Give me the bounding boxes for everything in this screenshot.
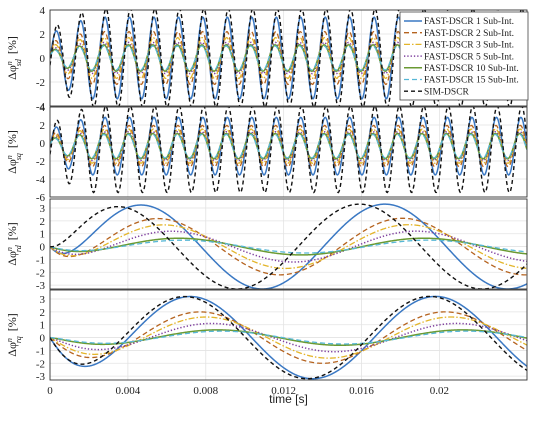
panel-2-ytick-label: 2 (40, 120, 46, 132)
legend-entry: FAST-DSCR 2 Sub-Int. (424, 29, 514, 39)
legend-entry: SIM-DSCR (424, 87, 470, 97)
series-line-fast-dscr-10-sub-int--panel-3 (50, 237, 527, 256)
panel-4-ytick-label: 0 (40, 333, 46, 345)
panel-4-frame (49, 289, 528, 381)
series-line-fast-dscr-1-sub-int--panel-3 (50, 203, 527, 289)
panel-4-background (50, 290, 527, 380)
panel-3-ytick-label: -1 (36, 254, 45, 266)
panel-2-ytick-label: -4 (36, 174, 46, 186)
panel-3-ytick-label: -3 (36, 280, 46, 292)
series-line-fast-dscr-2-sub-int--panel-1 (50, 30, 527, 86)
legend-entry: FAST-DSCR 1 Sub-Int. (424, 17, 514, 27)
series-line-fast-dscr-2-sub-int--panel-4 (50, 311, 527, 364)
series-line-sim-dscr-panel-3 (50, 203, 527, 289)
panel-2-ylabel-text: Δφnsq[%] (5, 130, 23, 174)
series-line-fast-dscr-5-sub-int--panel-2 (50, 130, 527, 162)
panel-3-background (50, 199, 527, 289)
panel-3-ytick-label: 3 (40, 203, 46, 215)
xtick-label: 0.02 (430, 385, 449, 397)
panel-1-ytick-label: 4 (40, 5, 46, 17)
panel-2-ytick-label: 4 (40, 102, 46, 114)
panel-2-background (50, 107, 527, 197)
xtick-label: 0 (47, 385, 53, 397)
panel-1-ytick-label: 0 (40, 53, 46, 65)
panel-2-ytick-label: -6 (36, 192, 46, 204)
series-line-fast-dscr-1-sub-int--panel-4 (50, 295, 527, 380)
panel-4-ytick-label: 3 (40, 294, 46, 306)
xtick-label: 0.008 (193, 385, 218, 397)
legend-entry: FAST-DSCR 15 Sub-Int. (424, 76, 519, 86)
panel-4-ytick-label: 2 (40, 307, 46, 319)
xtick-label: 0.012 (271, 385, 296, 397)
series-line-fast-dscr-15-sub-int--panel-3 (50, 239, 527, 254)
series-line-fast-dscr-2-sub-int--panel-2 (50, 124, 527, 168)
panel-2-ytick-label: -2 (36, 156, 45, 168)
series-line-fast-dscr-3-sub-int--panel-2 (50, 128, 527, 164)
xaxis-label: time [s] (269, 392, 308, 406)
panel-2-frame (49, 106, 528, 198)
panel-4-ylabel-text: Δφnrq[%] (5, 313, 23, 356)
panel-3-ylabel: Δφnrd[%] (5, 222, 23, 265)
panel-1-ytick-label: 2 (40, 29, 46, 41)
panel-3-ytick-label: 1 (40, 229, 46, 241)
panel-4-ylabel: Δφnrq[%] (5, 313, 23, 356)
panel-1-ytick-label: -2 (36, 77, 45, 89)
series-line-fast-dscr-15-sub-int--panel-4 (50, 330, 527, 345)
series-line-fast-dscr-5-sub-int--panel-3 (50, 230, 527, 263)
panel-1-ylabel-text: Δφnsd[%] (5, 36, 23, 80)
panel-4-ytick-label: -3 (36, 371, 46, 383)
panel-3-ylabel-text: Δφnrd[%] (5, 222, 23, 265)
legend-entry: FAST-DSCR 10 Sub-Int. (424, 64, 519, 74)
series-line-fast-dscr-3-sub-int--panel-4 (50, 316, 527, 359)
series-line-fast-dscr-10-sub-int--panel-2 (50, 132, 527, 160)
legend-entry: FAST-DSCR 3 Sub-Int. (424, 41, 514, 51)
panel-1-ytick-label: -4 (36, 101, 46, 113)
panel-2-ytick-label: 0 (40, 138, 46, 150)
series-line-fast-dscr-15-sub-int--panel-2 (50, 133, 527, 159)
panel-3-ytick-label: 0 (40, 242, 46, 254)
panel-4-ytick-label: -2 (36, 358, 45, 370)
xtick-label: 0.004 (116, 385, 141, 397)
panel-2-ylabel: Δφnsq[%] (5, 130, 23, 174)
legend-box (399, 11, 529, 101)
panel-4-ytick-label: -1 (36, 345, 45, 357)
panel-3-ytick-label: 2 (40, 216, 46, 228)
panel-4-ytick-label: 1 (40, 320, 46, 332)
panel-3-frame (49, 198, 528, 290)
xtick-label: 0.016 (349, 385, 374, 397)
series-line-sim-dscr-panel-4 (50, 295, 527, 380)
panel-1-ylabel: Δφnsd[%] (5, 36, 23, 80)
series-line-fast-dscr-3-sub-int--panel-3 (50, 224, 527, 270)
series-line-fast-dscr-1-sub-int--panel-2 (50, 116, 527, 176)
legend-entry: FAST-DSCR 5 Sub-Int. (424, 52, 514, 62)
panel-3-ytick-label: -2 (36, 267, 45, 279)
series-line-fast-dscr-10-sub-int--panel-4 (50, 329, 527, 347)
